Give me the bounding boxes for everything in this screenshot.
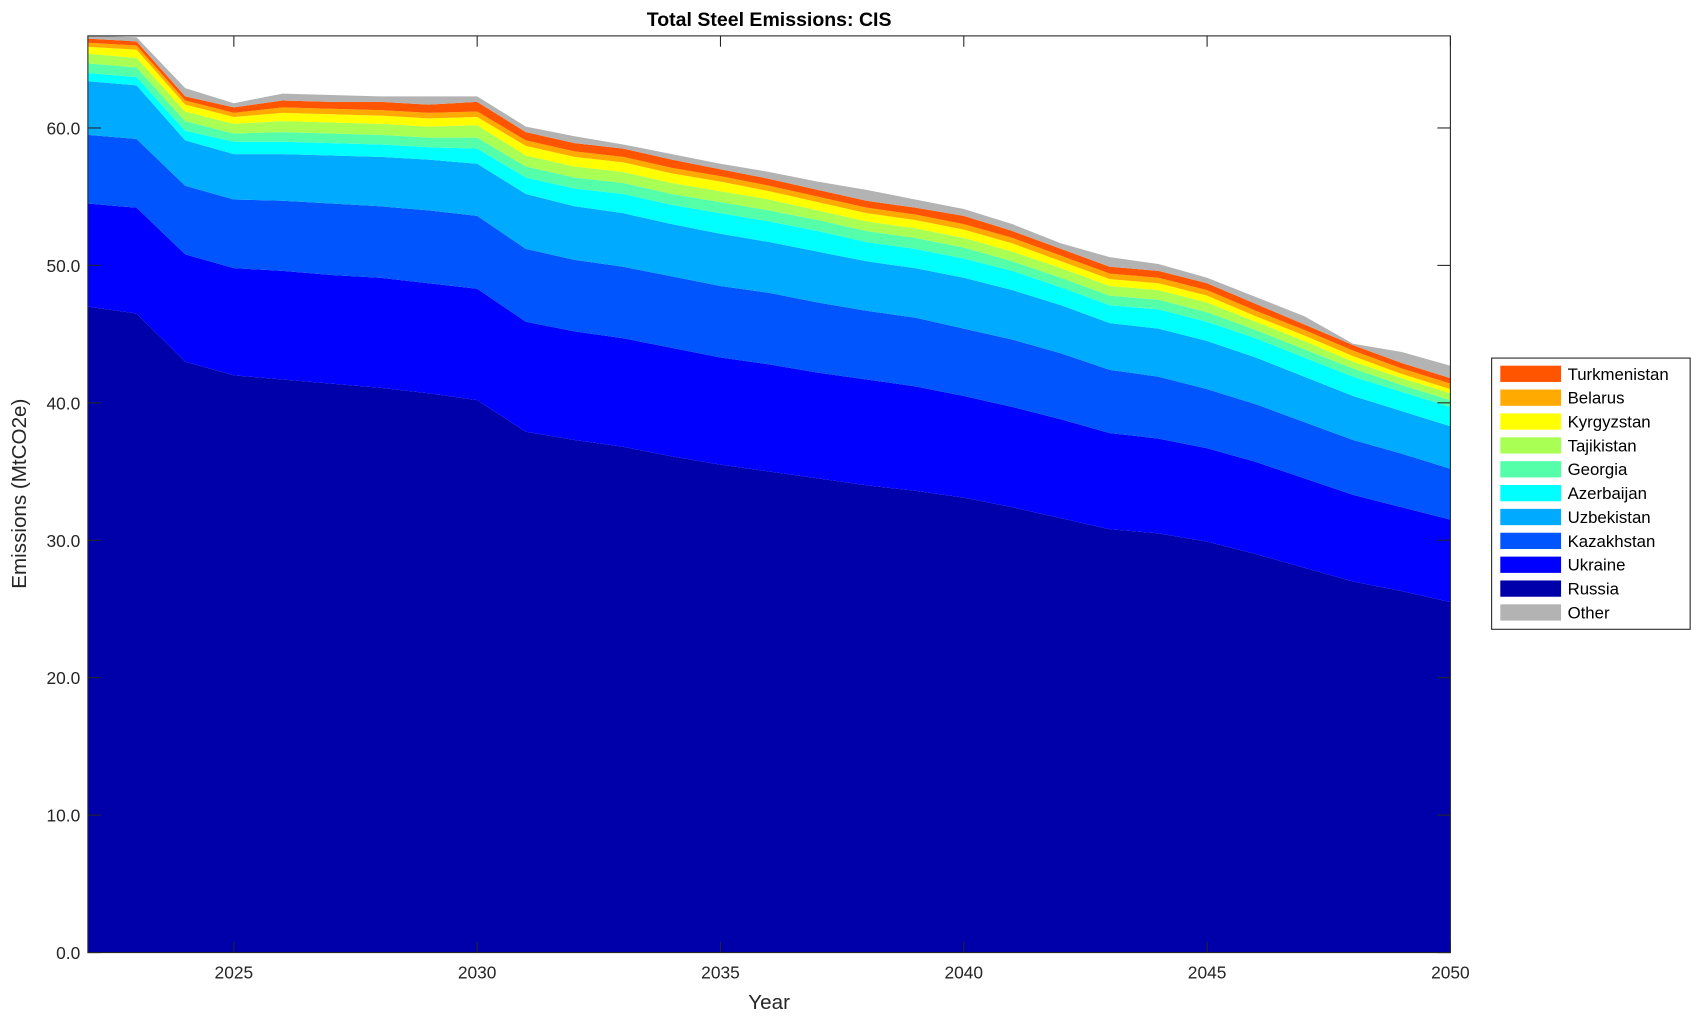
x-tick-label: 2035 [701,963,740,983]
legend-item-azerbaijan[interactable]: Azerbaijan [1500,484,1647,503]
y-tick-label: 50.0 [47,256,81,276]
y-tick-label: 60.0 [47,118,81,138]
legend-item-kazakhstan[interactable]: Kazakhstan [1500,532,1655,551]
x-axis-label: Year [748,991,790,1014]
x-tick-label: 2030 [458,963,497,983]
legend-item-uzbekistan[interactable]: Uzbekistan [1500,508,1651,527]
x-tick-label: 2025 [215,963,254,983]
legend-label: Turkmenistan [1568,365,1669,384]
legend-label: Georgia [1568,460,1628,479]
legend-label: Ukraine [1568,556,1626,575]
legend-swatch [1500,556,1562,573]
legend: Turkmenistan Belarus Kyrgyzstan Tajikistan G… [1491,357,1691,630]
legend-swatch [1500,532,1562,550]
legend-label: Kazakhstan [1568,532,1656,551]
legend-swatch [1500,413,1562,430]
axes: 2025 2030 2035 2040 2045 2050 0.0 10.0 20.0 30.0 4… [47,35,1470,983]
legend-swatch [1500,580,1562,597]
y-axis-label: Emissions (MtCO2e) [8,399,31,589]
legend-item-kyrgyzstan[interactable]: Kyrgyzstan [1500,413,1651,432]
legend-item-ukraine[interactable]: Ukraine [1500,556,1625,575]
y-tick-label: 20.0 [47,668,81,688]
x-tick-label: 2045 [1188,963,1227,983]
legend-item-georgia[interactable]: Georgia [1500,460,1628,479]
y-tick-label: 30.0 [47,531,81,551]
legend-swatch [1500,437,1562,454]
legend-label: Kyrgyzstan [1568,413,1651,432]
area-russia [87,306,1451,953]
legend-label: Uzbekistan [1568,508,1651,527]
area-layers [87,35,1451,953]
chart-title: Total Steel Emissions: CIS [647,9,892,31]
x-tick-label: 2040 [944,963,983,983]
y-tick-label: 40.0 [47,393,81,413]
legend-swatch [1500,389,1562,406]
area-uzbekistan [87,81,1451,469]
legend-swatch [1500,604,1562,621]
y-tick-label: 0.0 [56,943,80,963]
legend-swatch [1500,365,1562,382]
legend-item-russia[interactable]: Russia [1500,580,1620,599]
legend-swatch [1500,461,1562,478]
legend-label: Other [1568,603,1610,622]
legend-item-tajikistan[interactable]: Tajikistan [1500,436,1637,455]
y-tick-label: 10.0 [47,806,81,826]
legend-item-other[interactable]: Other [1500,603,1610,622]
plot-frame [87,35,1451,954]
area-kazakhstan [87,134,1451,520]
legend-label: Belarus [1568,389,1625,408]
legend-swatch [1500,508,1562,526]
legend-label: Azerbaijan [1568,484,1647,503]
legend-item-belarus[interactable]: Belarus [1500,389,1625,408]
x-tick-label: 2050 [1431,963,1470,983]
area-ukraine [87,203,1451,603]
legend-label: Tajikistan [1568,436,1637,455]
legend-item-turkmenistan[interactable]: Turkmenistan [1500,365,1669,384]
legend-label: Russia [1568,580,1620,599]
legend-swatch [1500,485,1562,502]
